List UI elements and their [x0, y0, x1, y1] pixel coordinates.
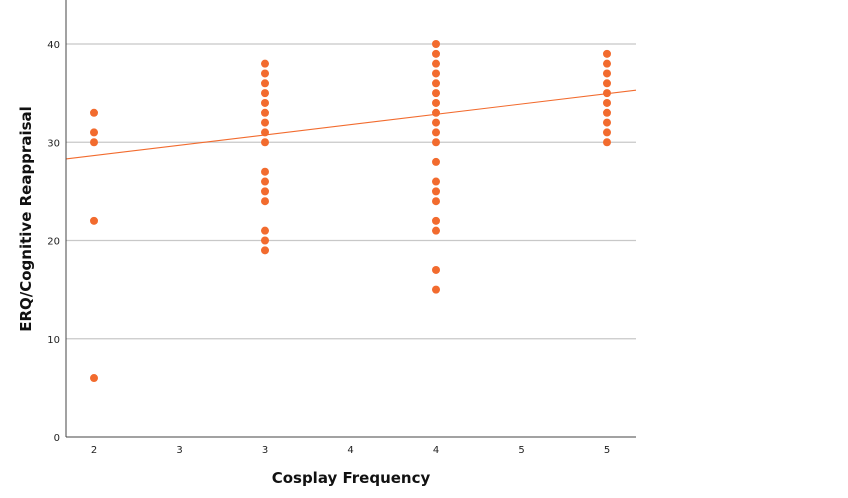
data-point [432, 265, 440, 274]
x-axis-title: Cosplay Frequency [272, 469, 431, 487]
data-point [432, 216, 440, 225]
data-point [603, 69, 611, 78]
data-point [90, 128, 98, 137]
x-tick-label: 3 [262, 445, 268, 456]
data-point [90, 108, 98, 117]
data-point [432, 285, 440, 294]
data-point [90, 374, 98, 383]
data-point [432, 138, 440, 147]
data-point [261, 187, 269, 196]
x-axis-ticks: 2 3 3 4 4 5 5 [91, 445, 610, 456]
data-point [261, 197, 269, 206]
data-point [432, 177, 440, 186]
data-point [90, 138, 98, 147]
data-point [261, 98, 269, 107]
data-point [432, 69, 440, 78]
data-point [603, 89, 611, 98]
data-point [261, 138, 269, 147]
data-point [261, 69, 269, 78]
x-tick-label: 5 [518, 445, 524, 456]
x-tick-label: 4 [433, 445, 439, 456]
data-point [432, 128, 440, 137]
data-point [432, 118, 440, 127]
axes [65, 0, 636, 438]
data-point [603, 59, 611, 68]
x-tick-label: 5 [604, 445, 610, 456]
data-point [261, 89, 269, 98]
data-points [90, 40, 611, 383]
data-point [261, 128, 269, 137]
data-point [432, 98, 440, 107]
data-point [261, 236, 269, 245]
data-point [432, 40, 440, 48]
y-axis-title: ERQ/Cognitive Reappraisal [17, 106, 35, 332]
regression-line [65, 89, 637, 160]
data-point [432, 157, 440, 166]
data-point [261, 167, 269, 176]
data-point [603, 128, 611, 137]
fit-line [65, 89, 637, 160]
data-point [432, 226, 440, 235]
data-point [261, 226, 269, 235]
data-point [261, 79, 269, 88]
y-tick-label: 20 [47, 237, 60, 248]
data-point [261, 108, 269, 117]
y-tick-label: 0 [54, 433, 60, 444]
gridlines [66, 43, 636, 340]
data-point [432, 79, 440, 88]
y-tick-label: 10 [47, 335, 60, 346]
data-point [603, 98, 611, 107]
data-point [432, 89, 440, 98]
data-point [603, 49, 611, 58]
y-tick-label: 40 [47, 40, 60, 51]
data-point [603, 108, 611, 117]
data-point [603, 79, 611, 88]
data-point [261, 246, 269, 255]
data-point [90, 216, 98, 225]
y-axis-ticks: 0 10 20 30 40 [47, 40, 60, 444]
x-tick-label: 2 [91, 445, 97, 456]
data-point [261, 118, 269, 127]
data-point [261, 59, 269, 68]
x-tick-label: 4 [347, 445, 353, 456]
data-point [603, 118, 611, 127]
data-point [432, 187, 440, 196]
y-tick-label: 30 [47, 138, 60, 149]
data-point [261, 177, 269, 186]
data-point [432, 49, 440, 58]
x-tick-label: 3 [176, 445, 182, 456]
data-point [432, 108, 440, 117]
data-point [603, 138, 611, 147]
data-point [432, 59, 440, 68]
data-point [432, 197, 440, 206]
